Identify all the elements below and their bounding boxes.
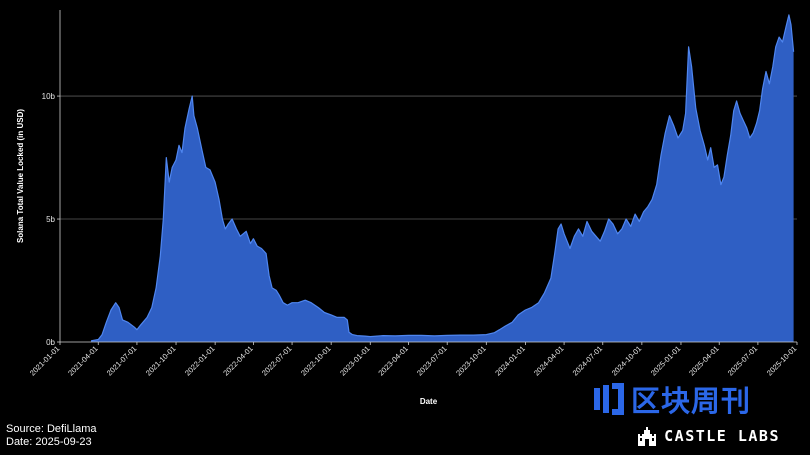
x-tick-label: 2021-01-01 [28, 344, 61, 377]
y-tick-label: 0b [46, 338, 55, 347]
x-tick-label: 2023-07-01 [415, 344, 448, 377]
tvl-line [90, 14, 795, 342]
x-tick-label: 2021-07-01 [105, 344, 138, 377]
y-axis-label: Solana Total Value Locked (in USD) [16, 109, 25, 243]
x-tick-label: 2025-10-01 [765, 344, 798, 377]
y-axis-ticks: 0b 5b 10b [42, 92, 60, 347]
watermark-text: 区块周刊 [631, 384, 752, 418]
x-tick-label: 2024-07-01 [571, 344, 604, 377]
date-text: Date: 2025-09-23 [6, 436, 92, 448]
bars-logo-icon [594, 383, 624, 415]
source-text: Source: DefiLlama [6, 423, 97, 435]
x-tick-label: 2022-04-01 [221, 344, 254, 377]
brand-text: CASTLE LABS [664, 427, 780, 445]
x-tick-label: 2024-04-01 [532, 344, 565, 377]
x-tick-label: 2021-10-01 [144, 344, 177, 377]
x-tick-label: 2023-10-01 [454, 344, 487, 377]
x-tick-label: 2023-04-01 [376, 344, 409, 377]
x-tick-label: 2021-04-01 [66, 344, 99, 377]
x-tick-label: 2022-07-01 [260, 344, 293, 377]
x-tick-label: 2025-07-01 [726, 344, 759, 377]
x-tick-label: 2024-01-01 [493, 344, 526, 377]
castle-icon [638, 427, 657, 446]
x-tick-label: 2024-10-01 [610, 344, 643, 377]
y-tick-label: 10b [42, 92, 56, 101]
brand-logo: CASTLE LABS [636, 425, 780, 447]
x-tick-label: 2025-01-01 [649, 344, 682, 377]
watermark: 区块周刊 [593, 378, 751, 420]
x-tick-label: 2022-10-01 [299, 344, 332, 377]
y-tick-label: 5b [46, 215, 55, 224]
axes [59, 10, 797, 343]
x-axis-ticks: 2021-01-01 2021-04-01 2021-07-01 2021-10-01… [28, 342, 798, 378]
x-tick-label: 2025-04-01 [687, 344, 720, 377]
footer: Source: DefiLlama Date: 2025-09-23 [6, 423, 97, 449]
x-axis-label: Date [420, 397, 438, 406]
x-tick-label: 2022-01-01 [183, 344, 216, 377]
x-tick-label: 2023-01-01 [338, 344, 371, 377]
